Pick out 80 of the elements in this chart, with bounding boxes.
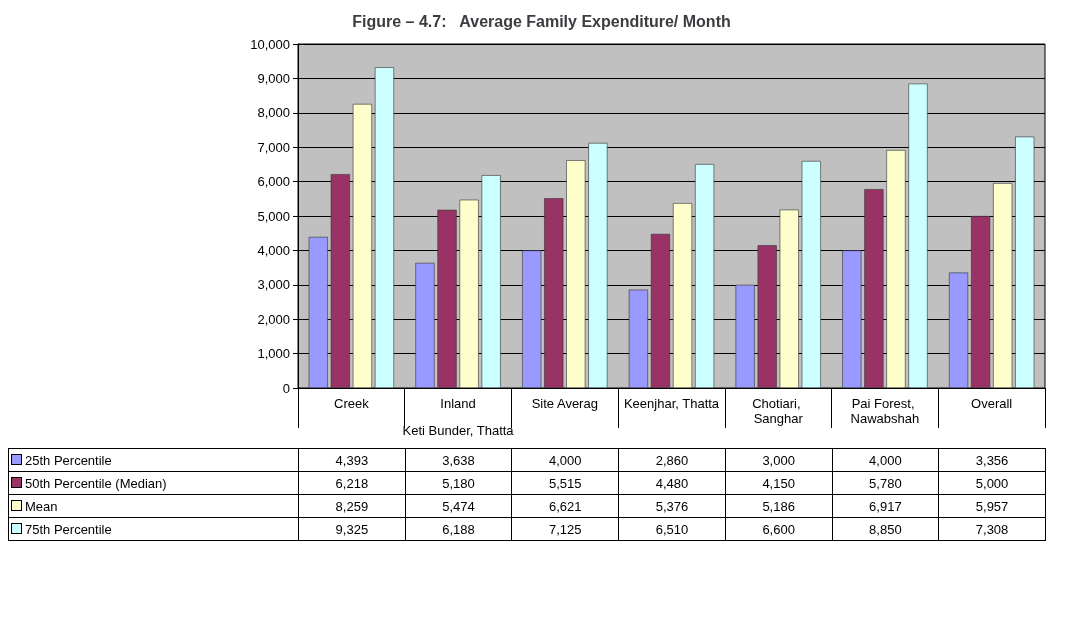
- y-tick-label: 0: [282, 380, 290, 396]
- x-tick-label: Chotiari, Sanghar: [752, 396, 805, 426]
- data-label: 6,188: [405, 517, 512, 541]
- data-label: 6,510: [618, 517, 726, 541]
- x-tick-label: Inland: [440, 396, 476, 411]
- bar: [522, 250, 542, 388]
- legend-label: Mean: [8, 494, 299, 518]
- bar: [993, 183, 1013, 388]
- x-tick-label: Pai Forest, Nawabshah: [850, 396, 920, 426]
- bar: [672, 203, 693, 388]
- bar: [735, 284, 755, 388]
- y-tick-label: 8,000: [257, 105, 290, 121]
- chart-title: Figure – 4.7: Average Family Expenditure/ Month: [352, 12, 731, 30]
- data-label: 5,000: [938, 471, 1046, 495]
- data-label: 3,356: [938, 448, 1046, 472]
- data-label: 4,000: [511, 448, 619, 472]
- x-tick-label: Keenjhar, Thatta: [623, 396, 720, 411]
- legend-label: 25th Percentile: [8, 448, 299, 472]
- data-label: 5,376: [618, 494, 726, 518]
- y-tick-label: 6,000: [257, 174, 290, 190]
- data-label: 6,917: [832, 494, 939, 518]
- bar: [415, 262, 435, 388]
- y-tick-label: 4,000: [257, 242, 290, 258]
- bar: [459, 199, 479, 388]
- legend-label: 50th Percentile (Median): [8, 471, 299, 495]
- bar: [886, 150, 906, 388]
- data-label: 3,000: [725, 448, 833, 472]
- bar: [437, 209, 457, 388]
- bar: [971, 216, 991, 388]
- bar: [374, 67, 395, 388]
- bar: [695, 164, 715, 388]
- data-label: 4,150: [725, 471, 833, 495]
- y-tick-label: 5,000: [257, 208, 290, 224]
- data-label: 6,621: [511, 494, 619, 518]
- data-label: 2,860: [618, 448, 726, 472]
- bar: [481, 175, 501, 388]
- bar: [948, 272, 969, 388]
- data-label: 5,474: [405, 494, 512, 518]
- bar: [544, 198, 564, 388]
- data-label: 5,180: [405, 471, 512, 495]
- data-label: 5,515: [511, 471, 619, 495]
- y-tick-label: 3,000: [257, 277, 290, 293]
- legend-label: 75th Percentile: [8, 517, 299, 541]
- data-label: 6,218: [298, 471, 406, 495]
- bar: [864, 189, 884, 388]
- bar: [308, 236, 328, 388]
- data-label: 5,957: [938, 494, 1046, 518]
- bar: [628, 289, 648, 388]
- bar: [801, 160, 821, 388]
- data-label: 8,850: [832, 517, 939, 541]
- data-label: 4,480: [618, 471, 726, 495]
- y-tick-label: 9,000: [257, 70, 290, 86]
- bar: [588, 142, 608, 388]
- bar: [650, 233, 671, 388]
- bar: [757, 245, 777, 388]
- data-label: 7,125: [511, 517, 619, 541]
- x-tick-label: Site Averag: [531, 396, 598, 411]
- x-tick-label: Overall: [971, 396, 1013, 411]
- y-tick-label: 7,000: [257, 139, 290, 155]
- data-label: 6,600: [725, 517, 833, 541]
- data-label: 4,393: [298, 448, 406, 472]
- y-tick-label: 2,000: [257, 311, 290, 327]
- data-label: 5,186: [725, 494, 833, 518]
- data-label: 3,638: [405, 448, 512, 472]
- text: Keti Bunder, Thatta: [402, 423, 515, 438]
- bar: [842, 250, 862, 388]
- data-label: 4,000: [832, 448, 939, 472]
- bar: [779, 209, 799, 388]
- bar: [566, 160, 586, 388]
- data-label: 5,780: [832, 471, 939, 495]
- data-label: 7,308: [938, 517, 1046, 541]
- data-label: 8,259: [298, 494, 406, 518]
- y-tick-label: 1,000: [257, 346, 290, 362]
- data-label: 9,325: [298, 517, 406, 541]
- bar: [352, 103, 372, 388]
- y-tick-label: 10,000: [250, 36, 290, 52]
- bar: [330, 174, 350, 388]
- bar: [908, 83, 928, 388]
- x-tick-label: Creek: [334, 396, 370, 411]
- bar: [1015, 136, 1035, 388]
